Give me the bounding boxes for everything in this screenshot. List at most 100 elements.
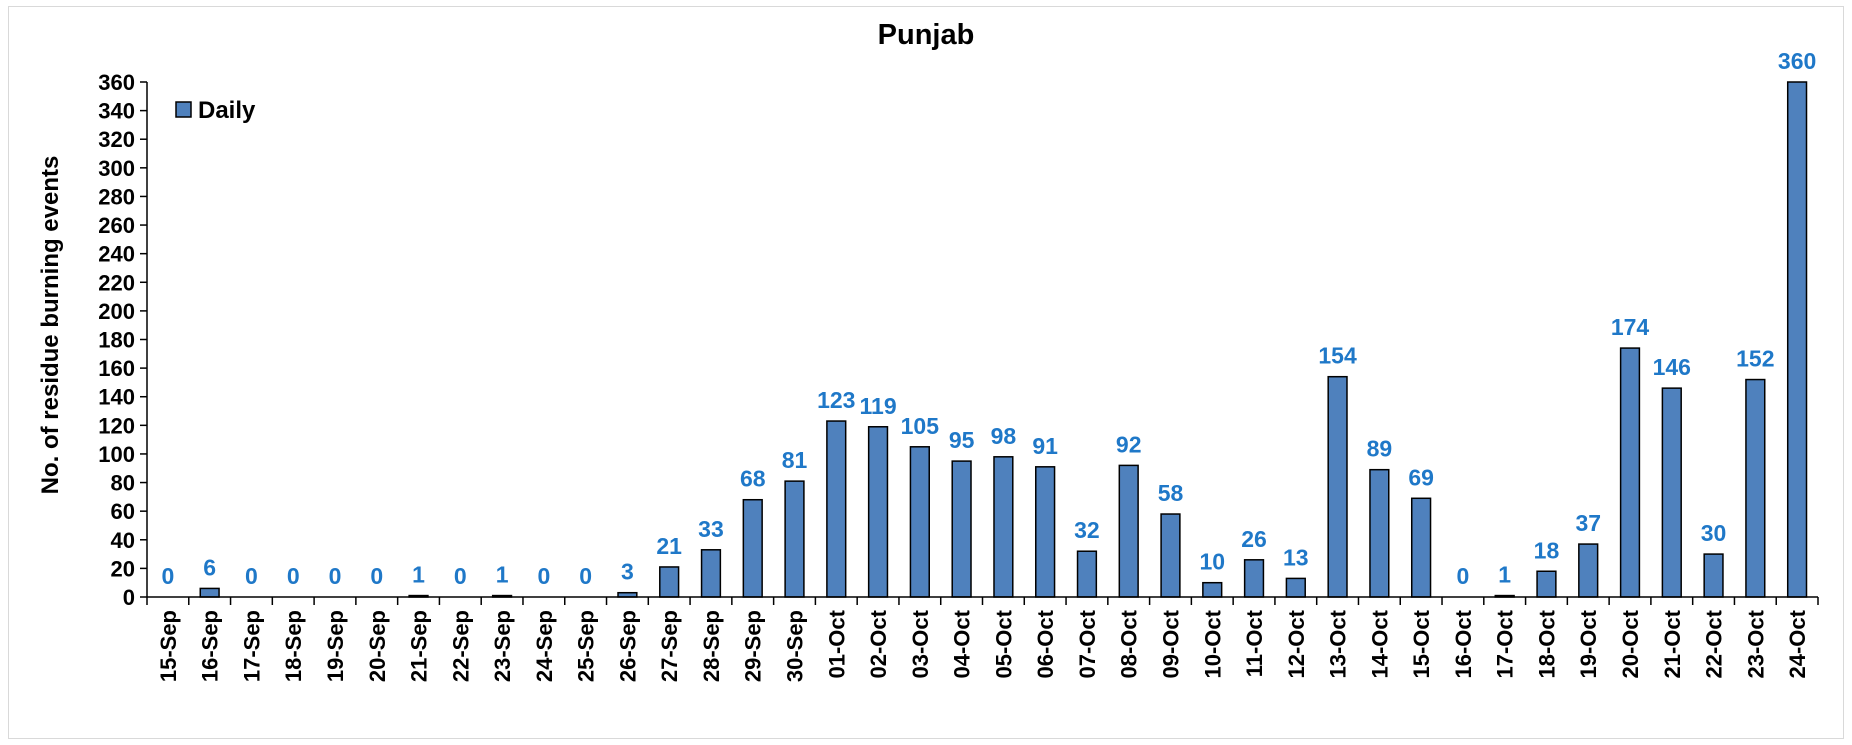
x-tick-label-08-Oct: 08-Oct <box>1117 609 1142 678</box>
x-tick-label-27-Sep: 27-Sep <box>657 610 682 682</box>
x-tick-label-21-Sep: 21-Sep <box>407 610 432 682</box>
data-label-23-Oct: 152 <box>1736 346 1774 372</box>
x-tick-label-09-Oct: 09-Oct <box>1158 609 1183 678</box>
data-label-30-Sep: 81 <box>782 447 808 473</box>
bar-22-Oct <box>1703 553 1724 598</box>
data-label-03-Oct: 105 <box>901 413 940 439</box>
data-label-26-Sep: 3 <box>621 559 634 585</box>
legend: Daily <box>175 97 256 124</box>
data-label-24-Oct: 360 <box>1778 48 1816 74</box>
data-label-19-Oct: 37 <box>1575 510 1601 536</box>
x-tick-label-15-Oct: 15-Oct <box>1409 609 1434 678</box>
data-label-18-Sep: 0 <box>287 563 300 589</box>
x-tick-label-30-Sep: 30-Sep <box>783 610 808 682</box>
x-tick-label-23-Sep: 23-Sep <box>490 610 515 682</box>
bar-11-Oct <box>1243 559 1265 598</box>
data-label-19-Sep: 0 <box>329 563 342 589</box>
x-tick-label-21-Oct: 21-Oct <box>1660 609 1685 678</box>
data-label-20-Sep: 0 <box>370 563 383 589</box>
bar-14-Oct <box>1369 468 1390 598</box>
data-label-06-Oct: 91 <box>1032 433 1058 459</box>
x-tick-label-16-Sep: 16-Sep <box>198 610 223 682</box>
y-tick-label: 300 <box>98 156 135 181</box>
bar-18-Oct <box>1536 570 1557 598</box>
data-label-13-Oct: 154 <box>1318 343 1357 369</box>
data-label-28-Sep: 33 <box>698 516 724 542</box>
bar-16-Sep <box>199 587 220 598</box>
y-tick-label: 360 <box>98 70 135 95</box>
y-tick-label: 140 <box>98 385 135 410</box>
bar-13-Oct <box>1327 375 1348 598</box>
x-tick-label-01-Oct: 01-Oct <box>824 609 849 678</box>
x-tick-label-24-Oct: 24-Oct <box>1785 609 1810 678</box>
bar-24-Oct <box>1786 81 1808 598</box>
axes <box>146 82 1818 598</box>
y-axis-ticks: 0 20 40 60 80 100 120 140 160 180 200 220 240 260 280 3… <box>98 70 147 610</box>
bar-15-Oct <box>1410 497 1432 598</box>
x-tick-label-15-Sep: 15-Sep <box>156 610 181 682</box>
y-tick-label: 260 <box>98 213 135 238</box>
bar-02-Oct <box>867 426 889 598</box>
data-label-27-Sep: 21 <box>656 533 682 559</box>
bar-23-Oct <box>1745 378 1766 598</box>
x-tick-label-19-Sep: 19-Sep <box>323 610 348 682</box>
data-label-21-Sep: 1 <box>412 562 425 588</box>
bar-27-Sep <box>659 566 680 598</box>
legend-swatch <box>175 101 192 118</box>
chart-title: Punjab <box>878 19 975 51</box>
x-tick-label-17-Sep: 17-Sep <box>239 610 264 682</box>
x-tick-label-18-Oct: 18-Oct <box>1534 609 1559 678</box>
x-tick-label-25-Sep: 25-Sep <box>574 610 599 682</box>
bar-06-Oct <box>1035 466 1056 598</box>
y-tick-label: 60 <box>111 499 135 524</box>
bar-29-Sep <box>742 498 763 598</box>
bar-12-Oct <box>1285 577 1306 598</box>
y-tick-label: 80 <box>111 471 135 496</box>
y-axis-label: No. of residue burning events <box>37 156 64 495</box>
x-tick-label-07-Oct: 07-Oct <box>1075 609 1100 678</box>
data-label-25-Sep: 0 <box>579 563 592 589</box>
x-tick-label-18-Sep: 18-Sep <box>281 610 306 682</box>
x-tick-label-04-Oct: 04-Oct <box>950 609 975 678</box>
bar-09-Oct <box>1160 513 1181 598</box>
data-label-22-Oct: 30 <box>1701 520 1727 546</box>
bar-05-Oct <box>993 456 1014 598</box>
x-tick-label-24-Sep: 24-Sep <box>532 610 557 682</box>
x-tick-label-22-Sep: 22-Sep <box>448 610 473 682</box>
x-tick-label-16-Oct: 16-Oct <box>1451 609 1476 678</box>
data-label-14-Oct: 89 <box>1367 436 1393 462</box>
data-label-07-Oct: 32 <box>1074 517 1100 543</box>
data-label-17-Sep: 0 <box>245 563 258 589</box>
data-label-12-Oct: 13 <box>1283 544 1309 570</box>
bar-21-Oct <box>1661 387 1682 598</box>
bar-07-Oct <box>1076 550 1098 598</box>
x-tick-label-12-Oct: 12-Oct <box>1284 609 1309 678</box>
legend-label: Daily <box>198 97 256 124</box>
data-label-15-Oct: 69 <box>1408 464 1434 490</box>
y-tick-label: 40 <box>111 528 135 553</box>
data-label-22-Sep: 0 <box>454 563 467 589</box>
bar-01-Oct <box>826 420 847 598</box>
y-tick-label: 160 <box>98 356 135 381</box>
x-tick-label-28-Sep: 28-Sep <box>699 610 724 682</box>
data-label-20-Oct: 174 <box>1611 314 1650 340</box>
data-label-23-Sep: 1 <box>496 562 509 588</box>
y-tick-label: 240 <box>98 242 135 267</box>
x-tick-label-14-Oct: 14-Oct <box>1367 609 1392 678</box>
bar-10-Oct <box>1202 581 1223 598</box>
y-tick-label: 20 <box>111 556 135 581</box>
y-tick-label: 0 <box>123 585 135 610</box>
data-label-17-Oct: 1 <box>1498 562 1511 588</box>
data-label-21-Oct: 146 <box>1653 354 1691 380</box>
x-tick-label-19-Oct: 19-Oct <box>1576 609 1601 678</box>
data-label-18-Oct: 18 <box>1534 537 1560 563</box>
y-tick-label: 320 <box>98 127 135 152</box>
data-label-16-Oct: 0 <box>1457 563 1470 589</box>
data-label-01-Oct: 123 <box>817 387 855 413</box>
bar-30-Sep <box>784 480 805 598</box>
bar-19-Oct <box>1578 543 1599 598</box>
data-label-16-Sep: 6 <box>203 554 216 580</box>
x-tick-label-10-Oct: 10-Oct <box>1200 609 1225 678</box>
